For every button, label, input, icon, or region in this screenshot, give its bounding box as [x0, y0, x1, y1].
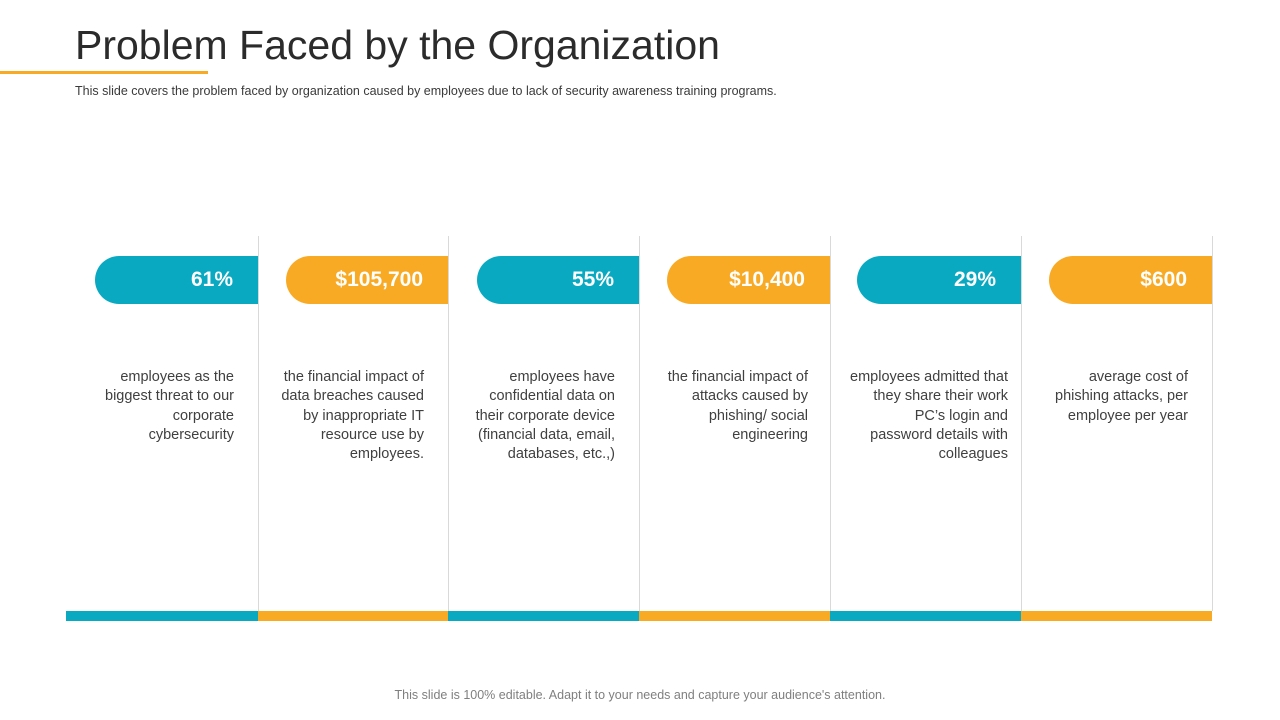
page-title: Problem Faced by the Organization [75, 22, 720, 68]
bottom-bar-segment-6 [1021, 611, 1212, 621]
stat-description-6: average cost of phishing attacks, per em… [1055, 369, 1188, 424]
column-divider [639, 236, 640, 611]
stat-pill-3: 55% [477, 256, 639, 304]
stat-description-3: employees have confidential data on thei… [475, 369, 615, 463]
footer-note: This slide is 100% editable. Adapt it to… [394, 688, 886, 702]
stat-pill-6: $600 [1049, 256, 1212, 304]
column-divider [1212, 236, 1213, 611]
stat-pill-5: 29% [857, 256, 1021, 304]
stat-description-1: employees as the biggest threat to our c… [105, 369, 234, 443]
bottom-bar-segment-1 [66, 611, 258, 621]
bottom-bar-segment-5 [830, 611, 1021, 621]
bottom-bar-segment-4 [639, 611, 830, 621]
title-accent-line [0, 71, 208, 74]
stat-description-4: the financial impact of attacks caused b… [667, 369, 808, 443]
column-divider [830, 236, 831, 611]
bottom-bar-segment-2 [258, 611, 448, 621]
stat-pill-2: $105,700 [286, 256, 448, 304]
column-divider [448, 236, 449, 611]
bottom-bar-segment-3 [448, 611, 639, 621]
stat-pill-4: $10,400 [667, 256, 830, 304]
stat-pill-1: 61% [95, 256, 258, 304]
column-divider [1021, 236, 1022, 611]
column-divider [258, 236, 259, 611]
stat-description-2: the financial impact of data breaches ca… [281, 369, 424, 463]
page-subtitle: This slide covers the problem faced by o… [75, 84, 777, 98]
stat-description-5: employees admitted that they share their… [850, 369, 1008, 463]
